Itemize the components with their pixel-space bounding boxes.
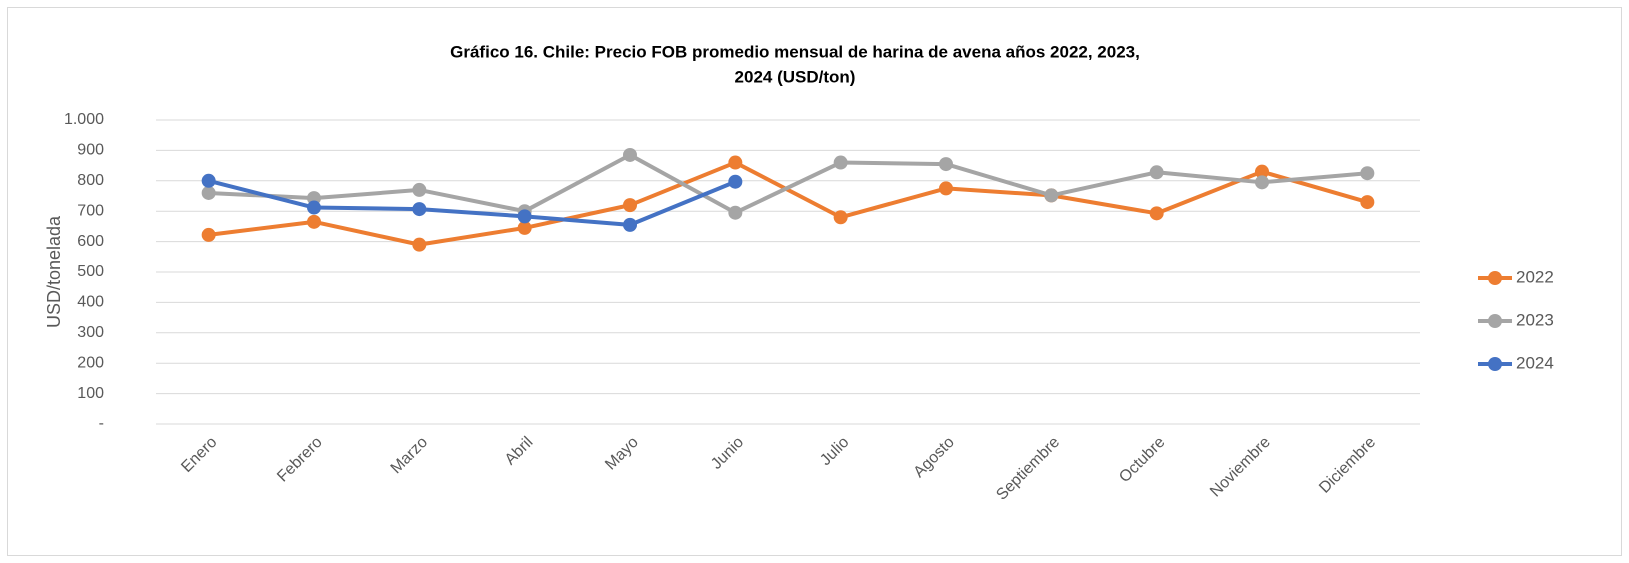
y-tick-label: 500 <box>77 263 104 280</box>
point <box>623 198 637 213</box>
point <box>1149 206 1164 221</box>
series-line <box>208 152 1368 215</box>
point <box>1360 166 1375 181</box>
legend-label: 2024 <box>1516 353 1554 372</box>
y-tick-label: 900 <box>77 142 104 159</box>
point <box>201 185 216 200</box>
point <box>517 220 532 235</box>
point <box>728 174 743 189</box>
y-axis-label: USD/tonelada <box>44 215 64 328</box>
series-line <box>208 178 737 227</box>
chart-title: Gráfico 16. Chile: Precio FOB promedio m… <box>450 42 1140 61</box>
legend-marker <box>1488 314 1502 328</box>
y-tick-label: 600 <box>77 233 104 250</box>
chart-frame <box>7 7 1622 556</box>
point <box>307 214 321 229</box>
legend-label: 2022 <box>1516 267 1554 286</box>
point <box>728 155 743 170</box>
y-tick-label: 100 <box>77 385 104 402</box>
legend-marker <box>1488 271 1502 285</box>
point <box>1255 164 1269 179</box>
y-tick-label: - <box>99 415 104 432</box>
point <box>728 205 743 220</box>
point <box>939 181 953 196</box>
y-tick-label: 700 <box>77 202 104 219</box>
point <box>412 237 427 252</box>
y-tick-label: 400 <box>77 294 104 311</box>
legend-marker <box>1488 357 1502 371</box>
y-tick-label: 800 <box>77 172 104 189</box>
point <box>939 157 953 172</box>
point <box>201 173 216 188</box>
point <box>1149 165 1164 180</box>
point <box>412 182 427 197</box>
point <box>623 147 637 162</box>
point <box>623 217 637 232</box>
legend-label: 2023 <box>1516 310 1554 329</box>
point <box>1044 188 1059 203</box>
point <box>517 209 532 224</box>
point <box>1255 175 1269 190</box>
chart-title: 2024 (USD/ton) <box>735 67 856 86</box>
point <box>307 200 321 215</box>
point <box>833 210 848 225</box>
point <box>1360 195 1375 210</box>
y-tick-label: 200 <box>77 354 104 371</box>
point <box>833 155 848 170</box>
point <box>201 227 216 242</box>
point <box>412 202 427 217</box>
y-tick-label: 1.000 <box>64 111 104 128</box>
y-tick-label: 300 <box>77 324 104 341</box>
series-line <box>208 160 1368 247</box>
